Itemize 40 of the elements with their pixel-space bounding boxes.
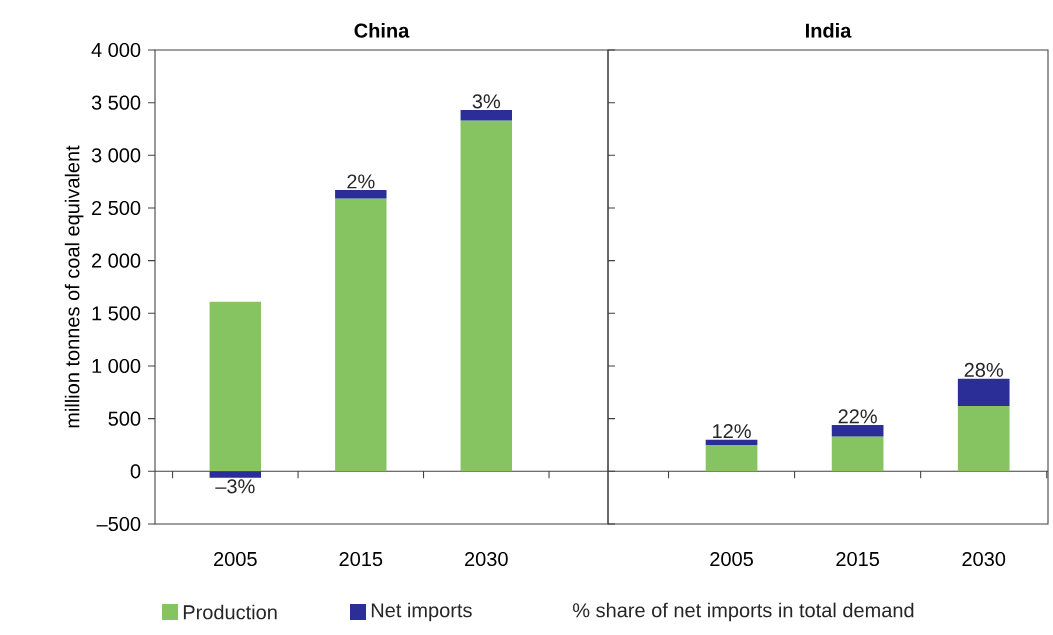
x-tick-label: 2005 — [710, 551, 753, 567]
bar — [460, 120, 513, 472]
y-tick-label: 1 500 — [92, 306, 141, 321]
legend-label: Net imports — [371, 602, 472, 622]
x-tick-label: 2015 — [339, 551, 383, 567]
y-axis-title: million tonnes of coal equivalent — [64, 145, 84, 428]
x-tick-label: 2030 — [962, 551, 1006, 567]
y-tick-label: 0 — [130, 464, 141, 479]
y-tick-label: –500 — [96, 516, 141, 532]
y-tick-label: 1 000 — [92, 358, 141, 374]
annotation: 12% — [713, 424, 751, 439]
chart-title: India — [806, 23, 852, 38]
y-tick-label: 3 000 — [91, 148, 141, 163]
bar — [209, 471, 262, 478]
y-tick-label: 4 000 — [91, 42, 141, 58]
bar — [705, 439, 758, 445]
bar — [335, 198, 387, 472]
annotation: 22% — [838, 409, 877, 424]
bar — [957, 378, 1010, 407]
legend-label: Production — [183, 604, 277, 620]
y-tick-label: 2 500 — [92, 200, 141, 216]
x-tick-label: 2015 — [836, 551, 880, 567]
bar — [335, 190, 387, 199]
x-tick-label: 2005 — [214, 551, 257, 567]
annotation: 28% — [964, 362, 1003, 378]
bar — [705, 444, 758, 472]
bar — [831, 424, 884, 437]
y-tick-label: 500 — [108, 411, 141, 426]
chart-title: China — [354, 23, 410, 38]
annotation: 3% — [472, 94, 501, 109]
text: % share of net imports in total demand — [572, 602, 914, 622]
x-tick-label: 2030 — [465, 551, 508, 567]
bar — [957, 406, 1010, 472]
y-tick-label: 2 000 — [92, 253, 141, 268]
y-tick-label: 3 500 — [91, 95, 141, 110]
bar — [209, 301, 262, 472]
annotation: 2% — [347, 174, 375, 189]
annotation: –3% — [215, 479, 255, 494]
bar — [831, 436, 884, 472]
bar — [460, 110, 513, 121]
